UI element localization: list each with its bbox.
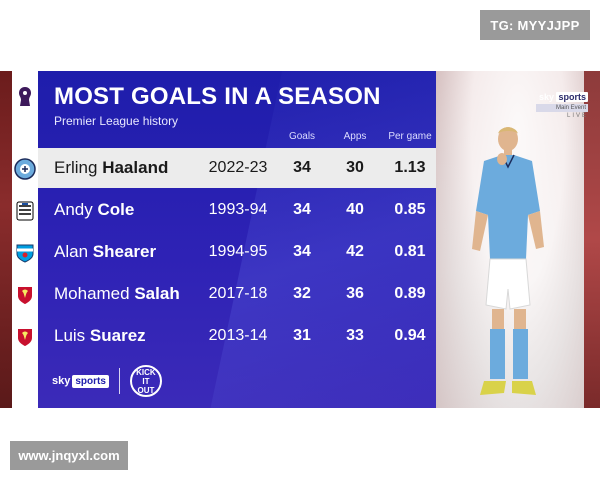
per-game: 1.13 (394, 159, 426, 176)
apps: 33 (346, 327, 364, 344)
goals: 32 (293, 285, 311, 302)
sky-sports-logo: sky sports (52, 374, 109, 388)
season: 1993-94 (208, 201, 268, 218)
player-name: Mohamed Salah (54, 284, 180, 304)
footer-logos: sky sports KICK IT OUT (52, 365, 162, 397)
player-last-name: Suarez (89, 326, 146, 345)
apps: 36 (346, 285, 364, 302)
apps: 40 (346, 201, 364, 218)
premier-league-crest-icon (13, 85, 37, 109)
player-name: Erling Haaland (54, 158, 168, 178)
bug-channel: Main Event (536, 104, 588, 112)
season: 2017-18 (208, 285, 268, 302)
graphic-subtitle: Premier League history (54, 114, 179, 128)
broadcast-graphic: MOST GOALS IN A SEASON Premier League hi… (0, 71, 600, 408)
apps: 42 (346, 243, 364, 260)
sports-logo-text: sports (72, 374, 109, 388)
graphic-title: MOST GOALS IN A SEASON (54, 83, 381, 110)
season: 2022-23 (208, 159, 268, 176)
per-game: 0.85 (394, 201, 426, 218)
kick-it-out-logo: KICK IT OUT (129, 365, 162, 397)
logo-divider (118, 368, 120, 394)
newcastle-crest-icon (13, 199, 37, 223)
bug-sky-logo: sky sports (536, 92, 588, 102)
liverpool-crest-icon (13, 325, 37, 349)
per-game: 0.89 (394, 285, 426, 302)
player-first-name: Luis (54, 326, 86, 345)
season: 1994-95 (208, 243, 268, 260)
player-name: Luis Suarez (54, 326, 146, 346)
per-game: 0.81 (394, 243, 426, 260)
man-city-crest-icon (13, 157, 37, 181)
goals: 34 (293, 159, 311, 176)
player-name: Alan Shearer (54, 242, 156, 262)
watermark-top: TG: MYYJJPP (480, 10, 590, 40)
column-header-per-game: Per game (388, 131, 432, 142)
player-first-name: Andy (54, 200, 93, 219)
stadium-background-edge (584, 71, 600, 408)
column-header-apps: Apps (343, 131, 367, 142)
player-last-name: Haaland (102, 158, 169, 177)
stats-panel: MOST GOALS IN A SEASON Premier League hi… (38, 71, 436, 408)
apps: 30 (346, 159, 364, 176)
per-game: 0.94 (394, 327, 426, 344)
watermark-bottom: www.jnqyxl.com (10, 441, 128, 470)
goals: 31 (293, 327, 311, 344)
season: 2013-14 (208, 327, 268, 344)
crest-column (12, 71, 38, 408)
bug-live-label: LIVE (566, 113, 588, 119)
blackburn-crest-icon (13, 241, 37, 265)
player-last-name: Salah (134, 284, 180, 303)
table-row: Andy Cole 1993-94 34 40 0.85 (38, 190, 436, 230)
player-first-name: Alan (54, 242, 89, 261)
table-row: Mohamed Salah 2017-18 32 36 0.89 (38, 274, 436, 314)
bug-sky-text: sky (538, 92, 554, 102)
liverpool-crest-icon (13, 283, 37, 307)
broadcast-bug: sky sports Main Event LIVE (536, 92, 588, 119)
table-row: Erling Haaland 2022-23 34 30 1.13 (38, 148, 436, 188)
player-first-name: Erling (54, 158, 98, 177)
player-photo (472, 127, 544, 395)
column-header-goals: Goals (288, 131, 316, 142)
player-last-name: Shearer (92, 242, 157, 261)
table-row: Luis Suarez 2013-14 31 33 0.94 (38, 316, 436, 356)
player-last-name: Cole (97, 200, 135, 219)
player-name: Andy Cole (54, 200, 134, 220)
goals: 34 (293, 201, 311, 218)
table-row: Alan Shearer 1994-95 34 42 0.81 (38, 232, 436, 272)
sky-logo-text: sky (52, 375, 71, 387)
bug-sports-text: sports (556, 92, 588, 102)
goals: 34 (293, 243, 311, 260)
player-first-name: Mohamed (54, 284, 130, 303)
